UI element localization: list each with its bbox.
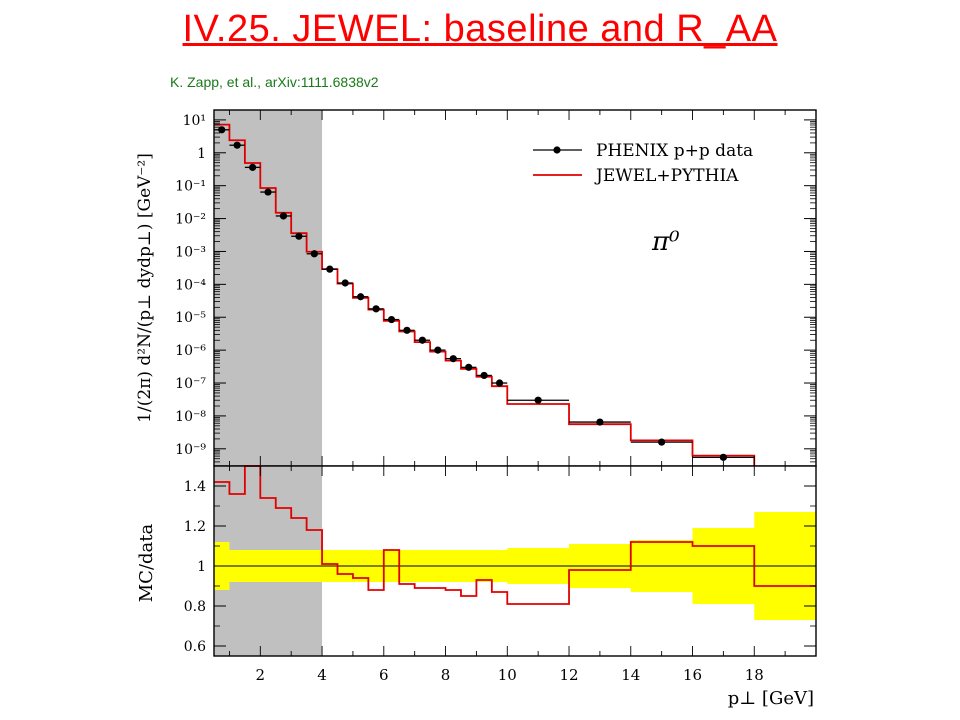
- data-point: [596, 418, 604, 426]
- legend-marker-dot: [553, 146, 561, 154]
- legend-label-mc: JEWEL+PYTHIA: [594, 166, 739, 186]
- y-tick-label: 10⁻⁴: [175, 277, 206, 293]
- data-point: [372, 305, 380, 313]
- y-tick-label: 1: [197, 146, 206, 162]
- x-tick-label: 4: [317, 666, 327, 684]
- y-tick-label: 10⁻²: [175, 212, 206, 228]
- x-tick-label: 16: [683, 666, 702, 684]
- data-point: [480, 371, 488, 380]
- data-point: [465, 363, 473, 371]
- ratio-y-tick-label: 1: [197, 559, 206, 575]
- y-tick-label: 10⁻⁸: [175, 409, 206, 425]
- y-tick-label: 10⁻³: [175, 244, 206, 260]
- x-tick-label: 10: [498, 666, 517, 684]
- y-axis-title-ratio: MC/data: [136, 523, 157, 602]
- data-point: [279, 212, 288, 220]
- y-tick-label: 10⁻¹: [175, 179, 206, 195]
- excluded-region-spectrum: [214, 110, 323, 466]
- ratio-y-tick-label: 1.2: [184, 519, 206, 535]
- ratio-frame: [213, 465, 817, 657]
- data-point: [449, 355, 457, 363]
- data-point: [310, 250, 318, 258]
- data-point: [387, 315, 396, 324]
- data-point: [233, 141, 241, 149]
- legend-label-data: PHENIX p+p data: [596, 141, 753, 161]
- slide-title: IV.25. JEWEL: baseline and R_AA: [182, 8, 778, 50]
- x-tick-label: 6: [379, 666, 389, 684]
- jewel-pythia-histogram: [214, 123, 816, 475]
- data-point: [357, 293, 365, 301]
- data-point: [341, 279, 349, 287]
- data-point: [295, 232, 303, 240]
- data-point: [658, 438, 666, 446]
- x-tick-label: 18: [745, 666, 764, 684]
- y-tick-label: 10⁻⁵: [175, 310, 206, 326]
- y-tick-label: 10⁻⁷: [175, 376, 206, 392]
- y-tick-label: 10⁻⁹: [175, 442, 206, 458]
- x-tick-label: 8: [441, 666, 451, 684]
- y-tick-label: 10¹: [183, 113, 206, 129]
- slide-subtitle: K. Zapp, et al., arXiv:1111.6838v2: [170, 74, 379, 90]
- x-tick-label: 12: [559, 666, 578, 684]
- data-point: [248, 163, 257, 171]
- ratio-y-tick-label: 0.6: [184, 639, 206, 655]
- data-point: [326, 265, 334, 273]
- ratio-panel: 0.6 0.8 1 1.2 1.4 2 4 6 8 10 12 14 16 18: [184, 465, 817, 684]
- y-axis-title-spectrum: 1/(2π) d²N/(p⊥ dydp⊥) [GeV⁻²]: [135, 153, 155, 423]
- x-tick-label: 14: [621, 666, 640, 684]
- data-point: [264, 188, 272, 196]
- data-point: [403, 326, 411, 334]
- y-tick-label: 10⁻⁶: [175, 343, 206, 359]
- ratio-y-tick-label: 0.8: [184, 599, 206, 615]
- data-point: [719, 453, 727, 461]
- x-axis-title: p⊥ [GeV]: [728, 688, 814, 709]
- axis-labels: 1/(2π) d²N/(p⊥ dydp⊥) [GeV⁻²] MC/data p⊥ […: [135, 153, 814, 709]
- data-point: [434, 346, 442, 354]
- data-point: [534, 396, 542, 404]
- spectrum-panel: 10¹ 1 10⁻¹ 10⁻² 10⁻³ 10⁻⁴ 10⁻⁵ 10⁻⁶ 10⁻⁷ 10⁻⁸ 10⁻⁹…: [175, 109, 817, 476]
- data-point: [495, 379, 504, 387]
- ratio-y-tick-label: 1.4: [184, 479, 206, 495]
- data-point: [418, 336, 426, 344]
- data-point: [218, 126, 226, 134]
- x-tick-label: 2: [256, 666, 266, 684]
- pi0-annotation: π⁰: [651, 227, 680, 257]
- ratio-histogram: [214, 465, 816, 605]
